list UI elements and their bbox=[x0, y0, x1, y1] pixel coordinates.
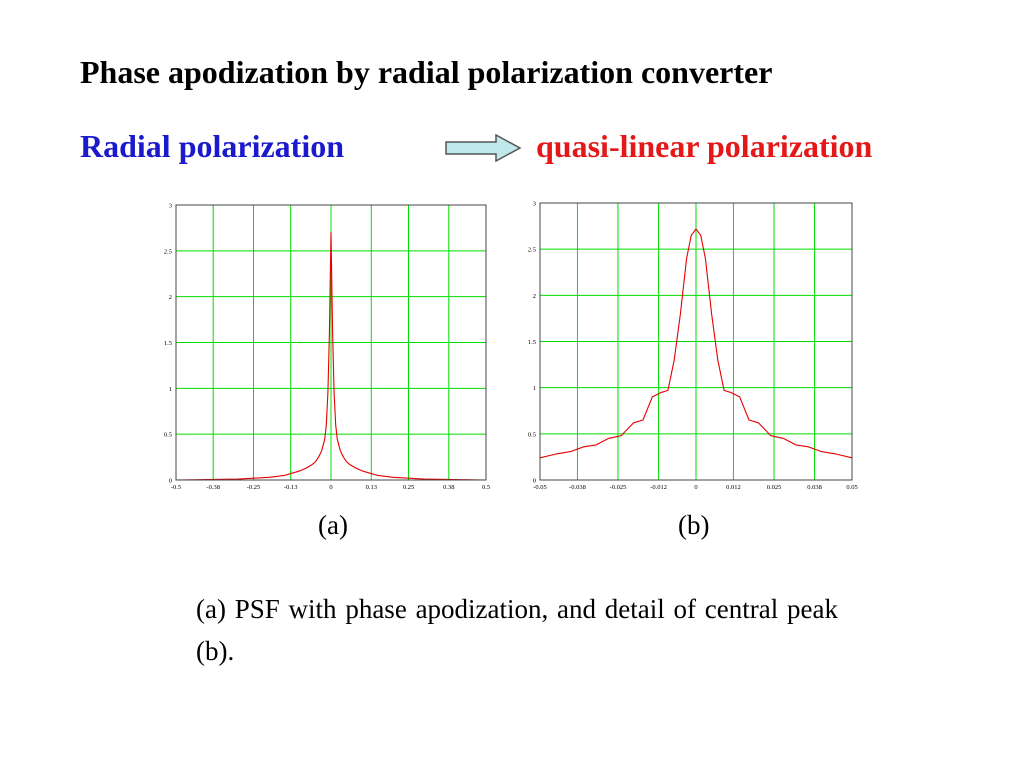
x-tick-label: 0.05 bbox=[846, 484, 857, 491]
x-tick-label: 0.038 bbox=[807, 484, 822, 491]
plot-border bbox=[175, 204, 487, 481]
subtitle-quasi-linear-polarization: quasi-linear polarization bbox=[536, 128, 873, 164]
y-tick-label: 1 bbox=[169, 386, 172, 393]
x-tick-label: 0.38 bbox=[443, 484, 454, 491]
y-tick-label: 0 bbox=[533, 478, 536, 485]
plot-border bbox=[539, 202, 853, 481]
figure-caption: (a) PSF with phase apodization, and deta… bbox=[196, 594, 838, 666]
x-tick-label: 0.025 bbox=[767, 484, 782, 491]
x-tick-label: -0.012 bbox=[650, 484, 667, 491]
x-tick-label: 0 bbox=[694, 484, 697, 491]
y-tick-label: 3 bbox=[169, 203, 172, 210]
subtitle-radial-polarization: Radial polarization bbox=[80, 128, 345, 164]
x-tick-label: 0.5 bbox=[482, 484, 490, 491]
x-tick-label: -0.05 bbox=[533, 484, 547, 491]
x-tick-label: -0.38 bbox=[206, 484, 220, 491]
slide-title: Phase apodization by radial polarization… bbox=[80, 54, 773, 90]
right-arrow-icon bbox=[445, 134, 522, 162]
chart-b-central-peak: -0.05 -0.038 -0.025 -0.012 0 0.012 0.025 0.038 0… bbox=[528, 201, 858, 492]
y-tick-label: 1 bbox=[533, 385, 536, 392]
series-line bbox=[175, 231, 487, 481]
y-tick-label: 2 bbox=[533, 293, 536, 300]
x-tick-label: -0.025 bbox=[610, 484, 627, 491]
x-tick-label: 0.25 bbox=[403, 484, 414, 491]
y-tick-label: 0.5 bbox=[528, 431, 536, 438]
x-tick-label: 0 bbox=[329, 484, 332, 491]
x-tick-label: -0.25 bbox=[247, 484, 261, 491]
y-tick-label: 2.5 bbox=[164, 248, 172, 255]
y-tick-label: 0 bbox=[169, 478, 172, 485]
x-tick-label: -0.038 bbox=[569, 484, 586, 491]
y-tick-label: 2 bbox=[169, 294, 172, 301]
y-tick-label: 0.5 bbox=[164, 432, 172, 439]
y-tick-label: 1.5 bbox=[528, 339, 536, 346]
series-line bbox=[539, 228, 853, 459]
chart-a-psf: -0.5 -0.38 -0.25 -0.13 0 0.13 0.25 0.38 0.5 0 0.5 1… bbox=[164, 203, 490, 492]
x-tick-label: -0.5 bbox=[171, 484, 181, 491]
x-tick-label: -0.13 bbox=[284, 484, 298, 491]
y-tick-label: 3 bbox=[533, 201, 536, 208]
panel-label-b: (b) bbox=[678, 510, 710, 540]
panel-label-a: (a) bbox=[318, 510, 348, 540]
x-tick-label: 0.012 bbox=[726, 484, 741, 491]
y-tick-label: 2.5 bbox=[528, 247, 536, 254]
x-tick-label: 0.13 bbox=[366, 484, 377, 491]
y-tick-label: 1.5 bbox=[164, 340, 172, 347]
